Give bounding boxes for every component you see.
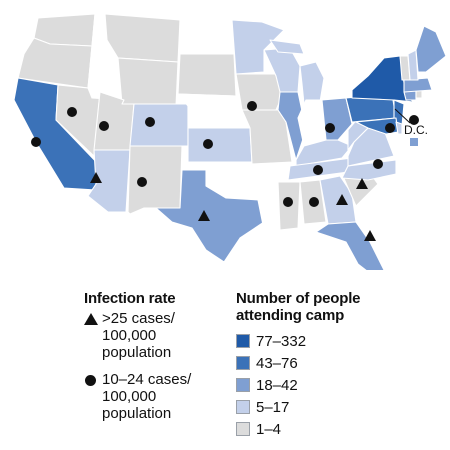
us-map: D.C. xyxy=(13,13,447,270)
triangle-marker-icon xyxy=(84,310,102,331)
circle-marker-md xyxy=(385,123,395,133)
state-nd xyxy=(179,19,235,55)
state-mt xyxy=(104,13,181,63)
circle-marker-dc xyxy=(409,115,419,125)
rate-item-mid: 10–24 cases/ 100,000 population xyxy=(84,371,244,422)
state-me xyxy=(415,25,447,73)
infection-rate-legend-title: Infection rate xyxy=(84,290,176,307)
state-de xyxy=(395,121,403,135)
camp-legend-item: 1–4 xyxy=(236,418,446,440)
triangle-marker-ga xyxy=(356,178,368,189)
state-in xyxy=(297,99,327,147)
camp-legend-item: 43–76 xyxy=(236,352,446,374)
state-ne xyxy=(177,93,251,131)
circle-marker-icon xyxy=(84,371,102,392)
camp-legend-item: 5–17 xyxy=(236,396,446,418)
camp-attendance-legend: Number of people attending camp 77–332 4… xyxy=(236,290,446,440)
state-fl xyxy=(315,221,385,270)
swatch-1-4 xyxy=(236,422,250,436)
state-ak xyxy=(59,213,135,263)
circle-marker-ks xyxy=(203,139,213,149)
circle-marker-ia xyxy=(247,101,257,111)
dc-leader-line xyxy=(394,108,411,124)
rate-item-mid-label: 10–24 cases/ 100,000 population xyxy=(102,371,192,422)
state-co xyxy=(129,103,189,147)
state-nh xyxy=(407,49,419,81)
infection-rate-legend: Infection rate >25 cases/ 100,000 popula… xyxy=(84,290,244,422)
dc-label: D.C. xyxy=(404,123,428,137)
state-wy xyxy=(117,57,179,107)
state-tx xyxy=(155,169,265,263)
swatch-5-17 xyxy=(236,400,250,414)
circle-marker-co xyxy=(145,117,155,127)
swatch-18-42 xyxy=(236,378,250,392)
state-dc xyxy=(410,138,418,146)
circle-marker-nc xyxy=(373,159,383,169)
state-hi xyxy=(29,197,71,219)
swatch-43-76 xyxy=(236,356,250,370)
circle-marker-nv xyxy=(67,107,77,117)
triangle-marker-fl xyxy=(364,230,376,241)
camp-legend-label: 1–4 xyxy=(256,420,282,438)
camp-legend-label: 77–332 xyxy=(256,332,307,350)
camp-legend-label: 5–17 xyxy=(256,398,290,416)
circle-marker-nm xyxy=(137,177,147,187)
circle-marker-ky xyxy=(313,165,323,175)
state-layer xyxy=(13,13,447,270)
state-nm xyxy=(127,145,183,215)
triangle-marker-tx xyxy=(198,210,210,221)
circle-marker-oh xyxy=(325,123,335,133)
triangle-marker-az xyxy=(90,172,102,183)
rate-item-high-label: >25 cases/ 100,000 population xyxy=(102,310,175,361)
state-ma xyxy=(403,77,433,93)
state-ga xyxy=(319,175,357,225)
marker-layer xyxy=(31,101,419,241)
state-ks xyxy=(187,127,253,163)
camp-legend-title: Number of people attending camp xyxy=(236,290,361,324)
state-sd xyxy=(177,53,237,97)
camp-legend-item: 77–332 xyxy=(236,330,446,352)
circle-marker-ms xyxy=(283,197,293,207)
camp-legend-label: 18–42 xyxy=(256,376,298,394)
swatch-77-332 xyxy=(236,334,250,348)
camp-legend-label: 43–76 xyxy=(256,354,298,372)
circle-marker-ca xyxy=(31,137,41,147)
camp-legend-item: 18–42 xyxy=(236,374,446,396)
rate-item-high: >25 cases/ 100,000 population xyxy=(84,310,244,361)
circle-marker-al xyxy=(309,197,319,207)
circle-marker-ut xyxy=(99,121,109,131)
triangle-marker-sc xyxy=(336,194,348,205)
